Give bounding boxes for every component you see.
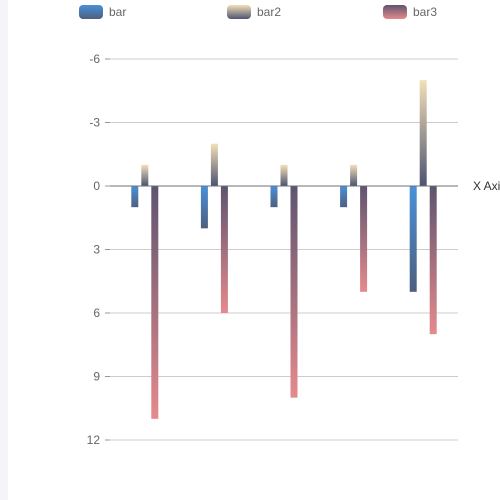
y-tick-label: 6 xyxy=(93,306,100,320)
bar-bar3-3[interactable] xyxy=(290,186,298,398)
bar-bar3-5[interactable] xyxy=(429,186,437,335)
x-axis-name: X Axis xyxy=(473,179,500,193)
bar-bar-4[interactable] xyxy=(340,186,348,208)
bar-bar3-4[interactable] xyxy=(360,186,368,292)
chart-panel: -6 -3 0 3 6 9 12 X Axis bar bar2 bar3 xyxy=(8,0,500,500)
bar-bar2-2[interactable] xyxy=(210,143,218,186)
legend-item-bar[interactable]: bar xyxy=(79,5,126,19)
y-tick-label: -6 xyxy=(89,52,100,66)
y-tick-label: 9 xyxy=(93,370,100,384)
bar-bar-5[interactable] xyxy=(409,186,417,292)
legend-swatch xyxy=(79,5,103,19)
y-tick-label: 0 xyxy=(93,179,100,193)
legend-label: bar3 xyxy=(413,5,437,19)
bar-bar-1[interactable] xyxy=(131,186,139,208)
bar-bar2-4[interactable] xyxy=(350,164,358,186)
bar-bar2-3[interactable] xyxy=(280,164,288,186)
bar-bar3-1[interactable] xyxy=(151,186,159,419)
bar-chart: -6 -3 0 3 6 9 12 X Axis bar bar2 bar3 xyxy=(79,5,500,447)
y-tick-label: 12 xyxy=(87,433,101,447)
y-tick-label: -3 xyxy=(89,116,100,130)
legend-swatch xyxy=(383,5,407,19)
legend-item-bar2[interactable]: bar2 xyxy=(227,5,281,19)
y-tick-label: 3 xyxy=(93,243,100,257)
legend-label: bar xyxy=(109,5,126,19)
legend-item-bar3[interactable]: bar3 xyxy=(383,5,437,19)
bar-bar2-1[interactable] xyxy=(141,164,149,186)
legend-swatch xyxy=(227,5,251,19)
bar-bar-3[interactable] xyxy=(270,186,278,208)
bar-bar2-5[interactable] xyxy=(419,80,427,186)
legend-label: bar2 xyxy=(257,5,281,19)
bar-bar3-2[interactable] xyxy=(220,186,228,313)
bar-bar-2[interactable] xyxy=(200,186,208,229)
